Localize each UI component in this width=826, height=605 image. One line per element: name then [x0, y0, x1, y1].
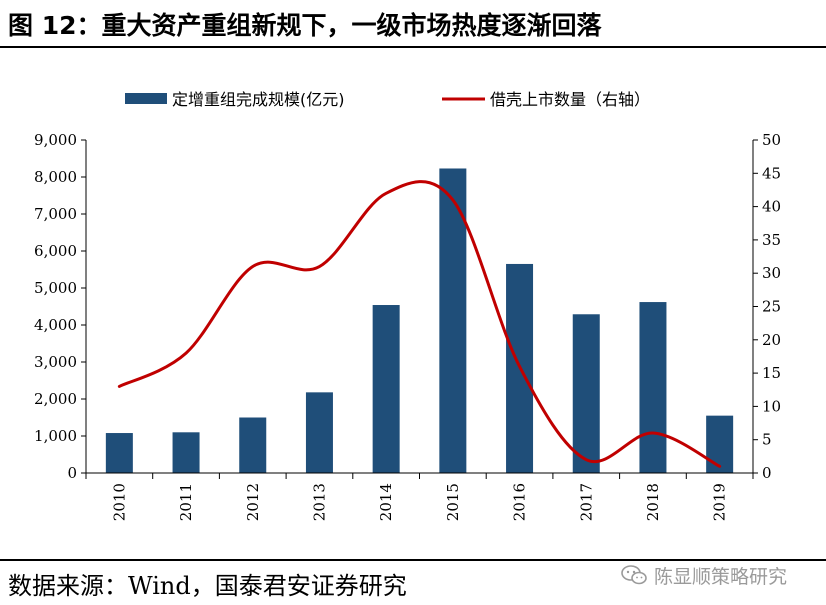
x-tick-label: 2015 [444, 483, 462, 521]
footer-rule [0, 559, 826, 561]
bar [172, 432, 200, 473]
bar [239, 417, 267, 473]
bar-series [105, 168, 734, 473]
wechat-icon [621, 565, 647, 585]
right-tick-label: 40 [762, 198, 781, 216]
left-tick-label: 0 [67, 464, 77, 482]
bar [372, 305, 400, 473]
bar [706, 415, 734, 473]
x-tick-label: 2018 [644, 483, 662, 521]
line-path [117, 180, 722, 468]
left-tick-label: 9,000 [34, 131, 77, 149]
bar [639, 302, 667, 473]
x-tick-label: 2016 [511, 483, 529, 521]
watermark-text: 陈显顺策略研究 [654, 565, 788, 588]
watermark: 陈显顺策略研究 [620, 558, 820, 592]
right-tick-label: 10 [762, 397, 781, 415]
x-tick-label: 2017 [577, 483, 595, 521]
right-tick-label: 50 [762, 131, 781, 149]
left-tick-label: 2,000 [34, 390, 77, 408]
x-tick-label: 2011 [177, 483, 195, 521]
x-tick-label: 2013 [310, 483, 328, 521]
x-tick-label: 2012 [244, 483, 262, 521]
left-tick-label: 6,000 [34, 242, 77, 260]
x-tick-label: 2010 [110, 483, 128, 521]
right-tick-label: 0 [762, 464, 772, 482]
left-tick-label: 4,000 [34, 316, 77, 334]
bar [105, 433, 133, 473]
bar [439, 168, 467, 473]
axes: 0 1,000 2,000 3,000 4,000 5,000 6,000 7,000 8,00… [34, 131, 781, 521]
right-tick-label: 5 [762, 431, 772, 449]
left-tick-label: 1,000 [34, 427, 77, 445]
figure-title: 图 12：重大资产重组新规下，一级市场热度逐渐回落 [8, 11, 602, 40]
legend-line-label: 借壳上市数量（右轴） [490, 90, 650, 109]
right-tick-label: 35 [762, 231, 781, 249]
left-tick-label: 3,000 [34, 353, 77, 371]
left-tick-label: 8,000 [34, 168, 77, 186]
right-tick-label: 30 [762, 264, 781, 282]
legend: 定增重组完成规模(亿元) 借壳上市数量（右轴） [125, 90, 650, 109]
bar [305, 392, 333, 473]
right-tick-label: 45 [762, 164, 781, 182]
right-tick-label: 15 [762, 364, 781, 382]
title-rule [0, 46, 826, 48]
left-tick-label: 5,000 [34, 279, 77, 297]
line-series [117, 180, 722, 468]
chart: 定增重组完成规模(亿元) 借壳上市数量（右轴） 0 1,000 2,000 3,000 4… [34, 90, 781, 521]
right-tick-label: 20 [762, 331, 781, 349]
right-tick-label: 25 [762, 298, 781, 316]
x-tick-label: 2014 [377, 483, 395, 521]
x-tick-label: 2019 [711, 483, 729, 521]
legend-bar-swatch [125, 93, 167, 104]
source-note: 数据来源：Wind，国泰君安证券研究 [8, 572, 407, 600]
legend-bar-label: 定增重组完成规模(亿元) [172, 90, 345, 109]
bar [572, 314, 600, 473]
left-tick-label: 7,000 [34, 205, 77, 223]
